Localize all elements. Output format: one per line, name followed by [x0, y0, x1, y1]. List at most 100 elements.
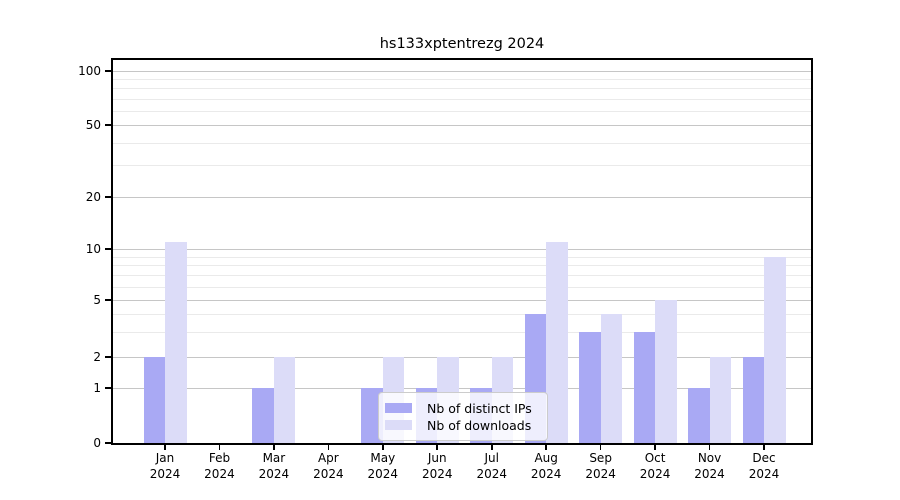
x-tick-month: Mar	[262, 451, 286, 465]
x-tick-year: 2024	[530, 466, 562, 481]
x-tick-mark	[545, 445, 547, 450]
bar-distinct-ips	[143, 357, 165, 443]
bar-downloads	[273, 357, 296, 443]
x-tick-mark	[164, 445, 166, 450]
legend: Nb of distinct IPs Nb of downloads	[378, 392, 548, 441]
y-tick-mark	[105, 248, 111, 250]
major-gridline	[113, 249, 811, 250]
minor-gridline	[113, 142, 811, 144]
bar-distinct-ips	[633, 331, 656, 443]
x-tick-month: Nov	[697, 451, 722, 465]
x-tick-year: 2024	[149, 466, 181, 481]
major-gridline	[113, 357, 811, 358]
bar-distinct-ips	[361, 388, 383, 443]
minor-gridline	[113, 331, 811, 333]
y-tick-label: 5	[93, 293, 101, 307]
legend-label: Nb of distinct IPs	[427, 400, 532, 416]
y-tick-mark	[105, 299, 111, 301]
x-tick-mark	[708, 445, 711, 450]
x-tick-label: Aug 2024	[516, 451, 576, 482]
x-tick-mark	[763, 445, 765, 450]
legend-label: Nb of downloads	[427, 417, 532, 433]
bar-downloads	[764, 256, 786, 443]
y-tick-mark	[105, 356, 111, 358]
x-tick-year: 2024	[639, 466, 671, 481]
legend-item: Nb of downloads	[385, 417, 538, 433]
minor-gridline	[113, 265, 811, 267]
major-gridline	[113, 388, 811, 389]
x-tick-label: Jun 2024	[407, 451, 467, 482]
x-tick-month: Dec	[752, 451, 776, 465]
x-tick-mark	[654, 445, 656, 450]
y-tick-label: 1	[93, 381, 101, 395]
x-tick-label: Mar 2024	[244, 451, 304, 482]
y-tick-label: 50	[85, 118, 101, 132]
x-tick-month: Aug	[534, 451, 558, 465]
x-tick-label: Oct 2024	[625, 451, 685, 482]
x-tick-year: 2024	[313, 466, 344, 481]
x-tick-label: Nov 2024	[680, 451, 740, 482]
x-tick-year: 2024	[421, 466, 453, 481]
x-tick-month: Jun	[427, 451, 447, 465]
y-tick-label: 0	[93, 436, 101, 450]
x-tick-mark	[436, 445, 439, 450]
legend-swatch	[385, 403, 412, 413]
bar-distinct-ips	[252, 388, 274, 443]
plot-area	[111, 58, 813, 445]
x-tick-year: 2024	[204, 466, 235, 481]
major-gridline	[113, 71, 811, 72]
x-tick-year: 2024	[367, 466, 399, 481]
bar-downloads	[709, 357, 732, 443]
y-tick-mark	[105, 196, 111, 198]
bar-downloads	[165, 241, 187, 443]
minor-gridline	[113, 286, 811, 288]
legend-item: Nb of distinct IPs	[385, 400, 538, 416]
legend-swatch	[385, 420, 412, 430]
y-tick-label: 20	[85, 190, 101, 204]
x-tick-mark	[382, 445, 384, 450]
x-tick-mark	[273, 445, 275, 450]
x-tick-month: Sep	[589, 451, 612, 465]
x-tick-label: Dec 2024	[734, 451, 794, 482]
major-gridline	[113, 125, 811, 126]
minor-gridline	[113, 88, 811, 90]
minor-gridline	[113, 165, 811, 167]
x-tick-month: Feb	[208, 451, 231, 465]
y-tick-mark	[105, 124, 111, 126]
major-gridline	[113, 300, 811, 301]
x-tick-mark	[218, 445, 221, 450]
y-tick-label: 10	[85, 242, 101, 256]
y-tick-mark	[105, 442, 111, 444]
bar-distinct-ips	[688, 388, 710, 443]
x-tick-year: 2024	[476, 466, 507, 481]
x-tick-label: Feb 2024	[189, 451, 249, 482]
chart-title: hs133xptentrezg 2024	[379, 36, 545, 52]
x-tick-year: 2024	[694, 466, 725, 481]
x-tick-mark	[327, 445, 330, 450]
y-tick-mark	[105, 70, 111, 72]
x-tick-label: Sep 2024	[571, 451, 631, 482]
minor-gridline	[113, 79, 811, 81]
x-tick-month: May	[370, 451, 396, 465]
bar-downloads	[546, 241, 568, 443]
bar-distinct-ips	[742, 357, 764, 443]
x-tick-month: Oct	[644, 451, 666, 465]
bar-distinct-ips	[579, 331, 601, 443]
bar-downloads	[655, 300, 677, 443]
minor-gridline	[113, 98, 811, 100]
minor-gridline	[113, 110, 811, 112]
x-tick-year: 2024	[585, 466, 616, 481]
x-tick-mark	[490, 445, 493, 450]
x-tick-month: Apr	[317, 451, 339, 465]
y-tick-mark	[105, 387, 111, 389]
minor-gridline	[113, 313, 811, 315]
x-tick-year: 2024	[748, 466, 780, 481]
x-tick-label: Jan 2024	[135, 451, 195, 482]
x-tick-month: Jan	[155, 451, 175, 465]
x-tick-mark	[599, 445, 602, 450]
bar-downloads	[600, 313, 623, 443]
major-gridline	[113, 197, 811, 198]
minor-gridline	[113, 275, 811, 277]
y-tick-label: 2	[93, 350, 101, 364]
